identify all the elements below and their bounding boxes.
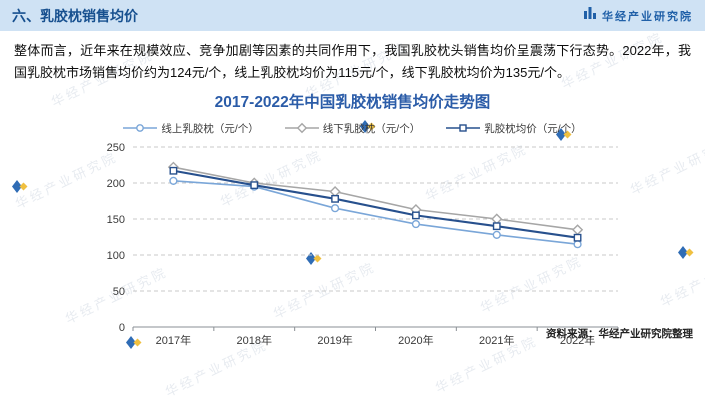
x-axis-tick-label: 2019年 (317, 333, 352, 347)
chart-legend: 线上乳胶枕（元/个） 线下乳胶枕（元/个） 乳胶枕均价（元/个） (0, 121, 705, 136)
legend-marker-diamond (284, 122, 319, 134)
data-point-marker-square (250, 180, 259, 189)
data-point-marker-circle (169, 176, 178, 185)
legend-marker-square (446, 124, 481, 132)
data-point-marker-diamond (571, 223, 584, 236)
data-point-marker-circle (411, 219, 421, 228)
data-point-marker-square (412, 211, 420, 219)
page-content: 六、乳胶枕销售均价 华经产业研究院 整体而言，近年来在规模效应、竞争加剧等因素的… (0, 0, 705, 349)
brand: 华经产业研究院 (583, 6, 693, 25)
data-point-marker-diamond (491, 213, 503, 225)
chart-title: 2017-2022年中国乳胶枕销售均价走势图 (214, 93, 491, 111)
legend-marker-circle (123, 124, 158, 133)
x-axis-tick-label: 2020年 (398, 333, 433, 347)
x-axis-tick-label: 2018年 (237, 333, 272, 347)
x-axis-tick-label: 2021年 (479, 333, 514, 347)
line-chart: 0 50 100 150 200 250 2017年 2018年 2019年 2020年 2021年… (107, 142, 619, 347)
data-point-marker-diamond (329, 185, 341, 197)
data-point-marker-square (331, 194, 339, 203)
bar-chart-icon (583, 6, 597, 25)
data-point-marker-circle (330, 203, 340, 212)
header-bar: 六、乳胶枕销售均价 华经产业研究院 (0, 0, 705, 31)
x-axis-tick-label: 2022年 (560, 333, 595, 347)
brand-name: 华经产业研究院 (602, 10, 693, 23)
data-point-marker-square (573, 233, 582, 242)
source-note: 资料来源：华经产业研究院整理 (546, 327, 693, 340)
section-title: 六、乳胶枕销售均价 (12, 7, 138, 24)
data-point-marker-circle (492, 230, 501, 239)
data-point-marker-square (169, 166, 178, 175)
data-point-marker-circle (573, 239, 582, 248)
series-line-1 (173, 166, 578, 231)
legend-label-0: 线上乳胶枕（元/个） (161, 122, 259, 135)
chart-block: 2017-2022年中国乳胶枕销售均价走势图 线上乳胶枕（元/个） 线下乳胶枕（元… (0, 90, 705, 349)
y-axis-tick-label: 100 (107, 250, 125, 262)
y-axis-tick-label: 200 (107, 178, 125, 190)
y-axis-tick-label: 250 (107, 142, 125, 154)
legend-item-0: 线上乳胶枕（元/个） (123, 121, 259, 136)
data-point-marker-square (492, 221, 501, 230)
series-line-2 (173, 169, 578, 239)
legend-label-1: 线下乳胶枕（元/个） (322, 122, 421, 135)
y-axis-tick-label: 150 (107, 214, 125, 226)
series-line-0 (173, 179, 578, 245)
x-axis-tick-label: 2017年 (156, 333, 191, 347)
intro-paragraph: 整体而言，近年来在规模效应、竞争加剧等因素的共同作用下，我国乳胶枕头销售均价呈震… (14, 43, 691, 80)
y-axis-tick-label: 50 (113, 286, 125, 298)
legend-label-2: 乳胶枕均价（元/个） (484, 122, 582, 135)
legend-item-1: 线下乳胶枕（元/个） (284, 121, 421, 136)
legend-item-2: 乳胶枕均价（元/个） (446, 121, 582, 136)
y-axis-tick-label: 0 (119, 322, 125, 334)
